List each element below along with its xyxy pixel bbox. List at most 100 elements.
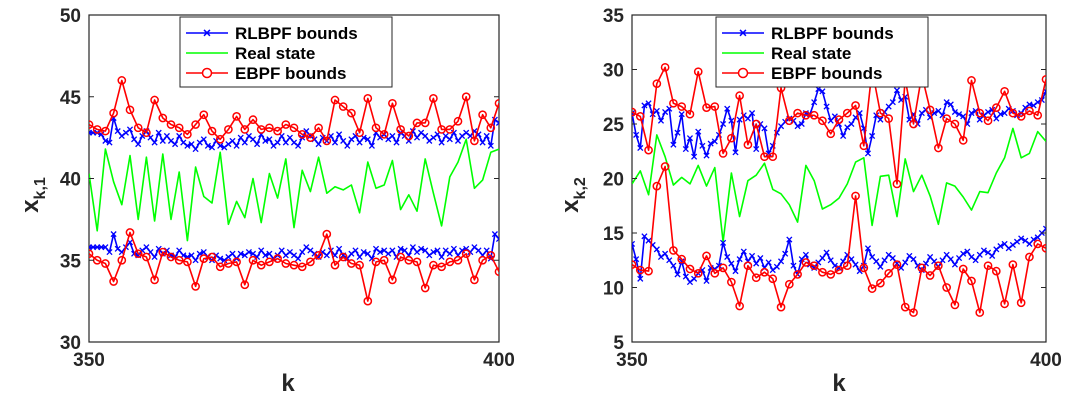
series-layer <box>632 62 1046 317</box>
y-tick-label: 25 <box>603 115 625 136</box>
rlbpf-lower-marker <box>106 249 113 256</box>
ebpf-lower-marker <box>743 261 753 271</box>
ebpf-upper-marker <box>396 125 405 134</box>
rlbpf-upper-marker <box>869 132 876 140</box>
rlbpf-upper-marker <box>823 103 830 110</box>
rlbpf-lower-marker <box>245 249 252 256</box>
ebpf-lower-marker <box>470 275 479 285</box>
rlbpf-lower-marker <box>823 249 830 256</box>
rlbpf-upper-marker <box>744 115 751 122</box>
rlbpf-lower-marker <box>691 275 698 282</box>
ebpf-upper-marker <box>660 62 670 72</box>
ebpf-upper-marker <box>925 105 935 115</box>
rlbpf-lower-marker <box>368 255 375 262</box>
ebpf-lower-marker <box>892 260 902 269</box>
ebpf-lower-marker <box>693 268 703 278</box>
rlbpf-upper-marker <box>956 111 963 118</box>
rlbpf-lower-marker <box>732 268 739 275</box>
rlbpf-upper-marker <box>208 144 216 151</box>
rlbpf-upper-marker <box>674 129 681 136</box>
rlbpf-upper-marker <box>155 129 162 136</box>
tick-layer: 30 35 40 45 50 350 400 <box>60 6 515 371</box>
ebpf-lower-marker <box>183 257 192 267</box>
ebpf-lower-marker <box>256 260 266 270</box>
rlbpf-upper-marker <box>188 141 195 148</box>
ebpf-lower-marker <box>215 262 225 272</box>
ebpf-upper-marker <box>109 108 118 118</box>
rlbpf-lower-marker <box>910 256 917 263</box>
ebpf-lower-marker <box>355 260 364 270</box>
ebpf-upper-marker <box>1025 106 1034 116</box>
ebpf-lower-marker <box>92 255 102 265</box>
y-tick-label: 30 <box>60 333 81 354</box>
rlbpf-lower-marker <box>262 252 269 259</box>
ebpf-lower-marker <box>133 249 143 259</box>
rlbpf-lower-marker <box>898 264 905 271</box>
ebpf-lower-marker <box>117 255 127 265</box>
x-tick-label: 400 <box>1030 350 1062 371</box>
rlbpf-lower-marker <box>633 256 640 263</box>
ebpf-lower-marker <box>371 257 381 267</box>
ebpf-upper-marker <box>859 141 869 151</box>
legend-marker-ebpf <box>201 67 213 79</box>
ebpf-lower-marker <box>710 268 720 278</box>
rlbpf-upper-marker <box>753 146 760 153</box>
ebpf-upper-marker <box>727 133 736 143</box>
ebpf-upper-marker <box>751 119 761 129</box>
ebpf-lower-marker <box>453 255 463 265</box>
rlbpf-upper-marker <box>237 134 244 141</box>
ebpf-lower-marker <box>727 277 736 287</box>
ebpf-upper-marker <box>412 118 422 128</box>
ebpf-upper-marker <box>166 120 176 129</box>
rlbpf-upper-marker <box>254 141 261 148</box>
rlbpf-upper-marker <box>200 136 207 143</box>
y-tick-label: 20 <box>603 170 624 191</box>
ebpf-upper-marker <box>224 125 233 134</box>
ebpf-upper-marker <box>851 101 860 110</box>
rlbpf-upper-marker <box>732 149 739 156</box>
ebpf-lower-marker <box>388 275 397 285</box>
rlbpf-upper-marker <box>483 132 490 140</box>
rlbpf-upper-marker <box>454 137 462 144</box>
y-axis-label: xk,1 <box>17 177 49 213</box>
rlbpf-lower-marker <box>939 257 946 264</box>
ebpf-lower-marker <box>1016 298 1026 308</box>
rlbpf-lower-marker <box>299 249 306 256</box>
ebpf-upper-marker <box>892 179 902 189</box>
rlbpf-upper-marker <box>229 137 236 144</box>
ebpf-upper-marker <box>429 94 438 103</box>
ebpf-upper-marker <box>330 95 340 105</box>
rlbpf-lower-marker <box>336 245 343 252</box>
ebpf-lower-marker <box>420 283 430 293</box>
rlbpf-lower-marker <box>364 250 371 257</box>
ebpf-upper-marker <box>842 108 852 118</box>
ebpf-upper-marker <box>273 126 282 136</box>
x-axis-label: k <box>832 370 846 397</box>
ebpf-upper-marker <box>117 76 127 85</box>
rlbpf-upper-marker <box>939 112 946 119</box>
rlbpf-upper-marker <box>893 87 901 94</box>
rlbpf-lower-marker <box>217 255 224 262</box>
ebpf-upper-marker <box>371 123 381 133</box>
ebpf-lower-marker <box>876 278 885 288</box>
rlbpf-lower-marker <box>237 250 244 257</box>
ebpf-lower-marker <box>1008 260 1018 269</box>
ebpf-upper-marker <box>174 123 184 133</box>
rlbpf-lower-marker <box>475 247 482 254</box>
rlbpf-upper-marker <box>364 136 371 143</box>
ebpf-lower-marker <box>396 252 405 262</box>
rlbpf-lower-marker <box>666 257 673 264</box>
legend-label-rlbpf: RLBPF bounds <box>771 24 894 43</box>
rlbpf-upper-marker <box>356 139 363 146</box>
ebpf-lower-marker <box>142 252 151 262</box>
rlbpf-upper-marker <box>889 99 896 106</box>
y-tick-label: 50 <box>60 6 81 27</box>
real-state-line <box>632 127 1046 243</box>
ebpf-upper-marker <box>652 79 662 89</box>
ebpf-upper-marker <box>876 108 885 118</box>
rlbpf-upper-marker <box>637 144 644 152</box>
rlbpf-lower-marker <box>155 245 162 252</box>
rlbpf-lower-marker <box>254 253 261 261</box>
ebpf-lower-marker <box>166 252 176 262</box>
rlbpf-lower-marker <box>438 253 445 261</box>
